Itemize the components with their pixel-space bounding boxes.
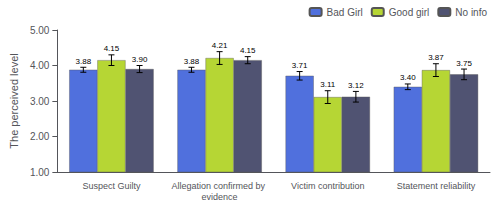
svg-text:3.87: 3.87 [428,53,444,62]
svg-text:1.00: 1.00 [30,167,50,178]
svg-text:Allegation confirmed by: Allegation confirmed by [172,181,268,191]
svg-text:3.12: 3.12 [348,81,364,90]
svg-text:3.88: 3.88 [184,57,200,66]
svg-text:4.21: 4.21 [212,41,228,50]
svg-text:3.11: 3.11 [320,80,336,89]
svg-text:3.88: 3.88 [76,57,92,66]
svg-text:Suspect Guilty: Suspect Guilty [82,181,141,191]
svg-text:The perceived level: The perceived level [8,53,20,148]
svg-text:Statement reliability: Statement reliability [397,181,476,191]
svg-text:3.90: 3.90 [132,55,148,64]
svg-text:3.75: 3.75 [456,59,472,68]
svg-text:3.40: 3.40 [400,73,416,82]
svg-text:4.15: 4.15 [104,44,120,53]
svg-text:No info: No info [455,7,487,18]
svg-text:Victim contribution: Victim contribution [291,181,364,191]
svg-text:3.00: 3.00 [30,96,50,107]
svg-text:2.00: 2.00 [30,131,50,142]
svg-text:Bad Girl: Bad Girl [327,7,363,18]
svg-text:evidence: evidence [202,192,238,202]
svg-text:4.15: 4.15 [240,46,256,55]
svg-text:4.00: 4.00 [30,60,50,71]
svg-text:3.71: 3.71 [292,61,308,70]
svg-text:Good girl: Good girl [389,7,430,18]
svg-text:5.00: 5.00 [30,25,50,36]
